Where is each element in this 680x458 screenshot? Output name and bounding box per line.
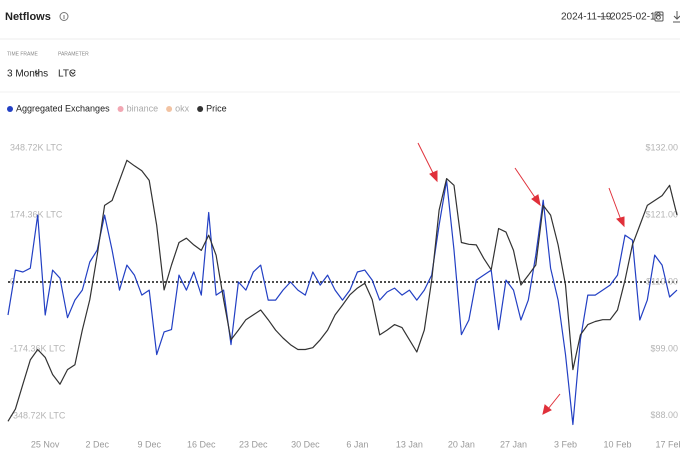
x-tick-label: 9 Dec [137, 439, 161, 449]
date-end[interactable]: 2025-02-18 [610, 12, 662, 23]
series-line [7, 180, 678, 426]
legend-label[interactable]: Price [206, 103, 227, 113]
x-tick-label: 20 Jan [448, 439, 475, 449]
legend-swatch [7, 106, 13, 112]
control-label: TIME FRAME [7, 51, 38, 57]
control-value[interactable]: LTC [58, 69, 76, 80]
y2-tick-label: $110.00 [646, 276, 678, 286]
control-label: PARAMETER [58, 51, 89, 57]
x-tick-label: 3 Feb [554, 439, 577, 449]
y2-tick-label: $88.00 [650, 410, 678, 420]
x-tick-label: 13 Jan [396, 439, 423, 449]
legend-label[interactable]: okx [175, 103, 190, 113]
dropdown-caret [34, 71, 40, 75]
legend-swatch [166, 106, 173, 112]
legend-swatch [117, 106, 124, 112]
x-tick-label: 17 Feb [656, 439, 680, 449]
date-separator: — [598, 12, 608, 23]
legend-swatch [197, 106, 204, 112]
info-icon[interactable] [59, 12, 69, 21]
x-tick-label: 6 Jan [346, 439, 368, 449]
date-start[interactable]: 2024-11-19 [561, 12, 612, 23]
y2-tick-label: $121.00 [645, 209, 678, 219]
x-tick-label: 25 Nov [31, 439, 60, 449]
x-tick-label: 10 Feb [604, 439, 632, 449]
dropdown-caret [70, 71, 76, 75]
annotation-arrows [417, 142, 625, 415]
y-tick-label: 0 [10, 276, 15, 286]
y-tick-label: -174.36K LTC [10, 343, 66, 353]
series-line [7, 159, 678, 422]
x-tick-label: 16 Dec [187, 439, 216, 449]
legend: Aggregated Exchanges binance okx Price [7, 103, 227, 113]
y-tick-label: -348.72K LTC [10, 410, 66, 420]
x-tick-label: 2 Dec [85, 439, 109, 449]
legend-label[interactable]: binance [127, 103, 159, 113]
x-tick-label: 23 Dec [239, 439, 268, 449]
y2-tick-label: $132.00 [645, 143, 678, 153]
control-value[interactable]: 3 Months [7, 69, 48, 80]
plot: 348.72K LTC 174.36K LTC 0 -174.36K LTC -348.… [7, 142, 680, 449]
y-tick-label: 174.36K LTC [10, 209, 63, 219]
x-tick-label: 27 Jan [500, 439, 527, 449]
y-tick-label: 348.72K LTC [10, 142, 63, 152]
panel-title: Netflows [5, 11, 51, 23]
legend-label[interactable]: Aggregated Exchanges [16, 103, 110, 113]
x-tick-label: 30 Dec [291, 439, 320, 449]
y2-tick-label: $99.00 [650, 343, 678, 353]
download-icon[interactable] [673, 11, 680, 23]
calendar-icon[interactable] [654, 11, 664, 22]
